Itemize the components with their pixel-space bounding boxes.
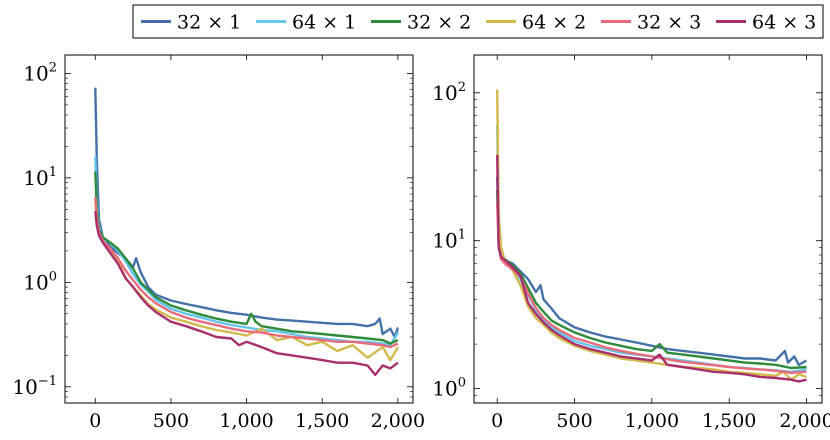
y-tick-label: 101 (432, 228, 466, 253)
legend-box (132, 4, 824, 39)
series-line-1 (496, 176, 808, 366)
legend-label-6: 64 × 3 (752, 12, 816, 34)
series-line-3 (496, 190, 807, 370)
x-tick-label: 0 (89, 410, 101, 432)
y-tick-label: 102 (432, 80, 466, 105)
x-tick-label: 500 (153, 410, 189, 432)
legend: 32 × 1 64 × 1 32 × 2 64 × 2 32 × 3 64 × 3 (132, 4, 824, 39)
y-tick-label: 10−1 (12, 374, 57, 399)
legend-label-4: 64 × 2 (522, 12, 586, 34)
x-tick-label: 0 (491, 410, 503, 432)
plot-frame (64, 54, 414, 404)
legend-label-5: 32 × 3 (637, 12, 701, 34)
chart-panel-left: 0 500 1,000 1,500 2,000 10−1 100 101 102 (12, 54, 425, 432)
series-group (94, 87, 400, 377)
legend-label-1: 32 × 1 (177, 12, 241, 34)
legend-label-3: 32 × 2 (407, 12, 471, 34)
series-line-2 (496, 125, 807, 373)
x-tick-label: 1,500 (702, 410, 756, 432)
x-tick-label: 1,000 (625, 410, 679, 432)
y-tick-label: 101 (23, 165, 57, 190)
series-line-6 (496, 154, 807, 383)
x-tick-label: 1,000 (219, 410, 273, 432)
y-tick-label: 100 (432, 376, 466, 401)
legend-label-2: 64 × 1 (292, 12, 356, 34)
series-line-5 (496, 202, 807, 374)
y-tick-label: 100 (23, 269, 57, 294)
chart-panel-right: 0 500 1,000 1,500 2,000 100 101 102 (432, 54, 830, 432)
x-tick-label: 2,000 (371, 410, 425, 432)
series-group (496, 89, 808, 383)
series-line-2 (94, 156, 399, 347)
series-line-4 (496, 89, 807, 381)
series-line-1 (94, 87, 400, 339)
x-tick-label: 2,000 (779, 410, 830, 432)
y-tick-label: 102 (23, 60, 57, 85)
series-line-3 (94, 171, 399, 345)
plot-frame (473, 54, 823, 404)
x-tick-label: 500 (556, 410, 592, 432)
series-line-6 (94, 211, 399, 377)
series-line-5 (94, 197, 399, 349)
x-tick-label: 1,500 (295, 410, 349, 432)
